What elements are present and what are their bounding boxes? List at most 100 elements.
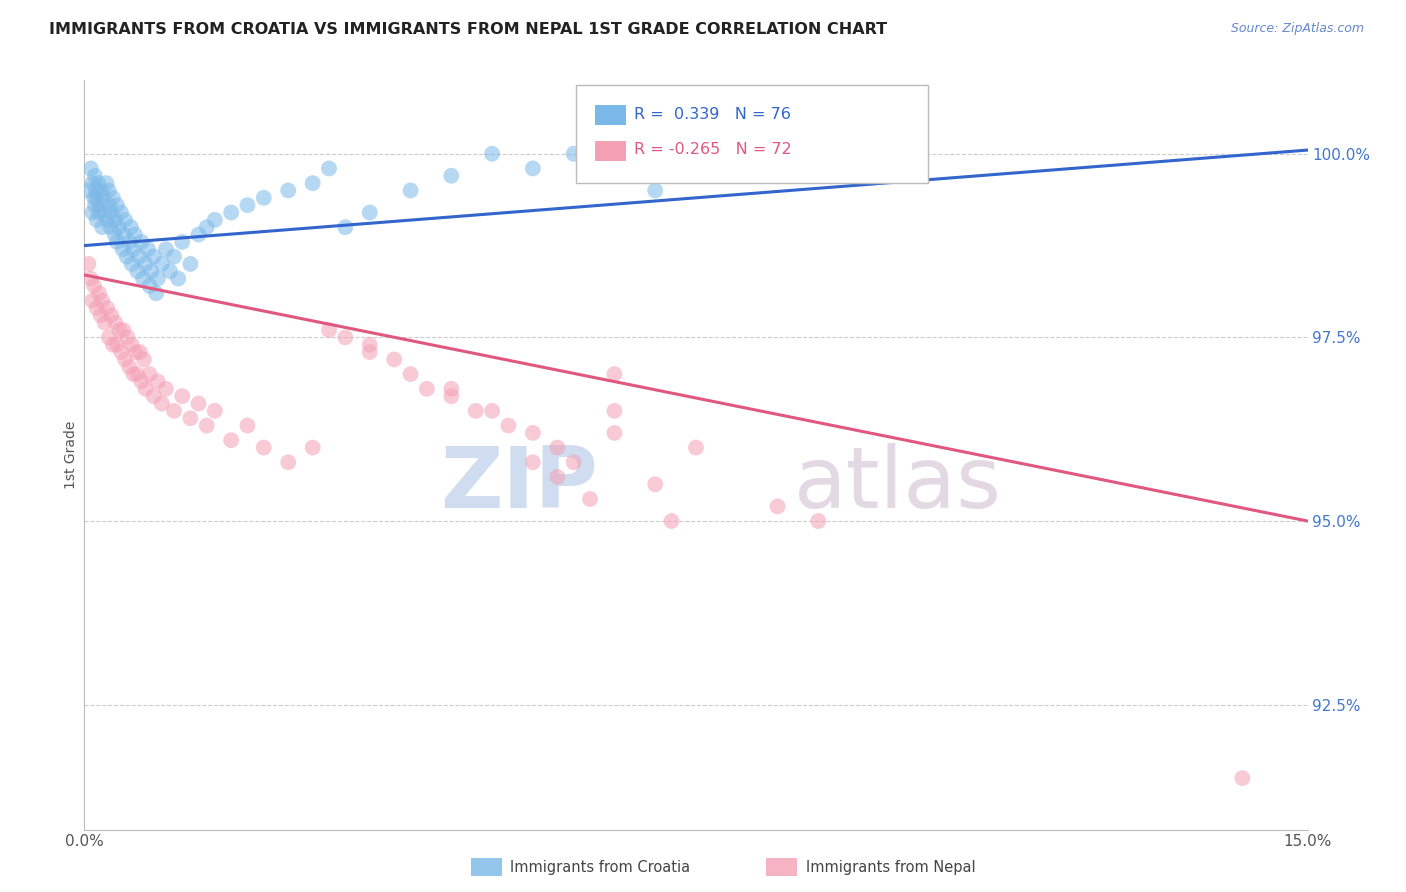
Point bbox=[644, 184, 666, 198]
Point bbox=[179, 257, 201, 271]
Point bbox=[128, 250, 150, 264]
Point bbox=[103, 227, 125, 242]
Point bbox=[77, 257, 100, 271]
Point bbox=[146, 271, 169, 285]
Point bbox=[172, 389, 194, 403]
Point bbox=[105, 235, 128, 249]
Point bbox=[82, 205, 104, 219]
Point bbox=[644, 477, 666, 491]
Point bbox=[131, 235, 153, 249]
Point bbox=[90, 184, 112, 198]
Point bbox=[195, 220, 218, 235]
Point bbox=[91, 220, 114, 235]
Point bbox=[82, 293, 104, 308]
Point bbox=[101, 191, 124, 205]
Point bbox=[399, 184, 422, 198]
Point bbox=[100, 205, 122, 219]
Point bbox=[546, 441, 568, 455]
Point bbox=[481, 146, 503, 161]
Point bbox=[83, 279, 105, 293]
Point bbox=[86, 191, 108, 205]
Point bbox=[163, 404, 186, 418]
Point bbox=[142, 389, 165, 403]
Point bbox=[179, 411, 201, 425]
Point bbox=[440, 389, 463, 403]
Point bbox=[481, 404, 503, 418]
Text: Immigrants from Nepal: Immigrants from Nepal bbox=[806, 860, 976, 874]
Point bbox=[135, 382, 157, 396]
Point bbox=[440, 382, 463, 396]
Point bbox=[105, 337, 128, 351]
Point bbox=[93, 205, 115, 219]
Point bbox=[219, 205, 242, 219]
Point bbox=[111, 242, 134, 256]
Point bbox=[766, 161, 789, 176]
Point bbox=[115, 250, 138, 264]
Point bbox=[112, 323, 135, 337]
Point bbox=[125, 345, 148, 359]
Point bbox=[118, 359, 141, 374]
Point bbox=[661, 514, 683, 528]
Point bbox=[138, 279, 160, 293]
Point bbox=[96, 301, 118, 315]
Point bbox=[318, 161, 340, 176]
Point bbox=[562, 455, 585, 469]
Point bbox=[807, 514, 830, 528]
Point bbox=[96, 176, 118, 190]
Point bbox=[546, 470, 568, 484]
Point bbox=[159, 264, 181, 278]
Point bbox=[91, 191, 114, 205]
Point bbox=[253, 191, 276, 205]
Point bbox=[80, 161, 103, 176]
Point bbox=[87, 205, 110, 219]
Point bbox=[84, 198, 107, 212]
Text: atlas: atlas bbox=[794, 443, 1002, 526]
Point bbox=[131, 375, 153, 389]
Y-axis label: 1st Grade: 1st Grade bbox=[65, 421, 79, 489]
Text: R = -0.265   N = 72: R = -0.265 N = 72 bbox=[634, 143, 792, 157]
Point bbox=[135, 257, 157, 271]
Point bbox=[195, 418, 218, 433]
Point bbox=[603, 367, 626, 381]
Point bbox=[464, 404, 486, 418]
Point bbox=[87, 176, 110, 190]
Point bbox=[97, 184, 120, 198]
Text: Immigrants from Croatia: Immigrants from Croatia bbox=[510, 860, 690, 874]
Point bbox=[172, 235, 194, 249]
Point bbox=[766, 500, 789, 514]
Point bbox=[117, 330, 139, 344]
Point bbox=[97, 330, 120, 344]
Point bbox=[127, 264, 149, 278]
Point bbox=[80, 271, 103, 285]
Point bbox=[122, 367, 145, 381]
Point bbox=[219, 434, 242, 448]
Point bbox=[150, 396, 173, 410]
Point bbox=[100, 220, 122, 235]
Point bbox=[108, 323, 131, 337]
Point bbox=[167, 271, 190, 285]
Point bbox=[132, 352, 155, 367]
Point bbox=[127, 367, 149, 381]
Point bbox=[82, 176, 104, 190]
Point bbox=[204, 404, 226, 418]
Point bbox=[91, 293, 114, 308]
Point bbox=[114, 352, 136, 367]
Point bbox=[685, 441, 707, 455]
Point bbox=[84, 184, 107, 198]
Point bbox=[399, 367, 422, 381]
Point bbox=[100, 309, 122, 323]
Point bbox=[145, 286, 167, 301]
Point bbox=[114, 212, 136, 227]
Point bbox=[187, 396, 209, 410]
Point bbox=[86, 212, 108, 227]
Point bbox=[84, 169, 107, 183]
Point bbox=[359, 345, 381, 359]
Point bbox=[90, 198, 112, 212]
Point bbox=[83, 191, 105, 205]
Point bbox=[603, 404, 626, 418]
Point bbox=[277, 455, 299, 469]
Point bbox=[603, 425, 626, 440]
Point bbox=[416, 382, 439, 396]
Point bbox=[889, 146, 911, 161]
Point bbox=[124, 227, 146, 242]
